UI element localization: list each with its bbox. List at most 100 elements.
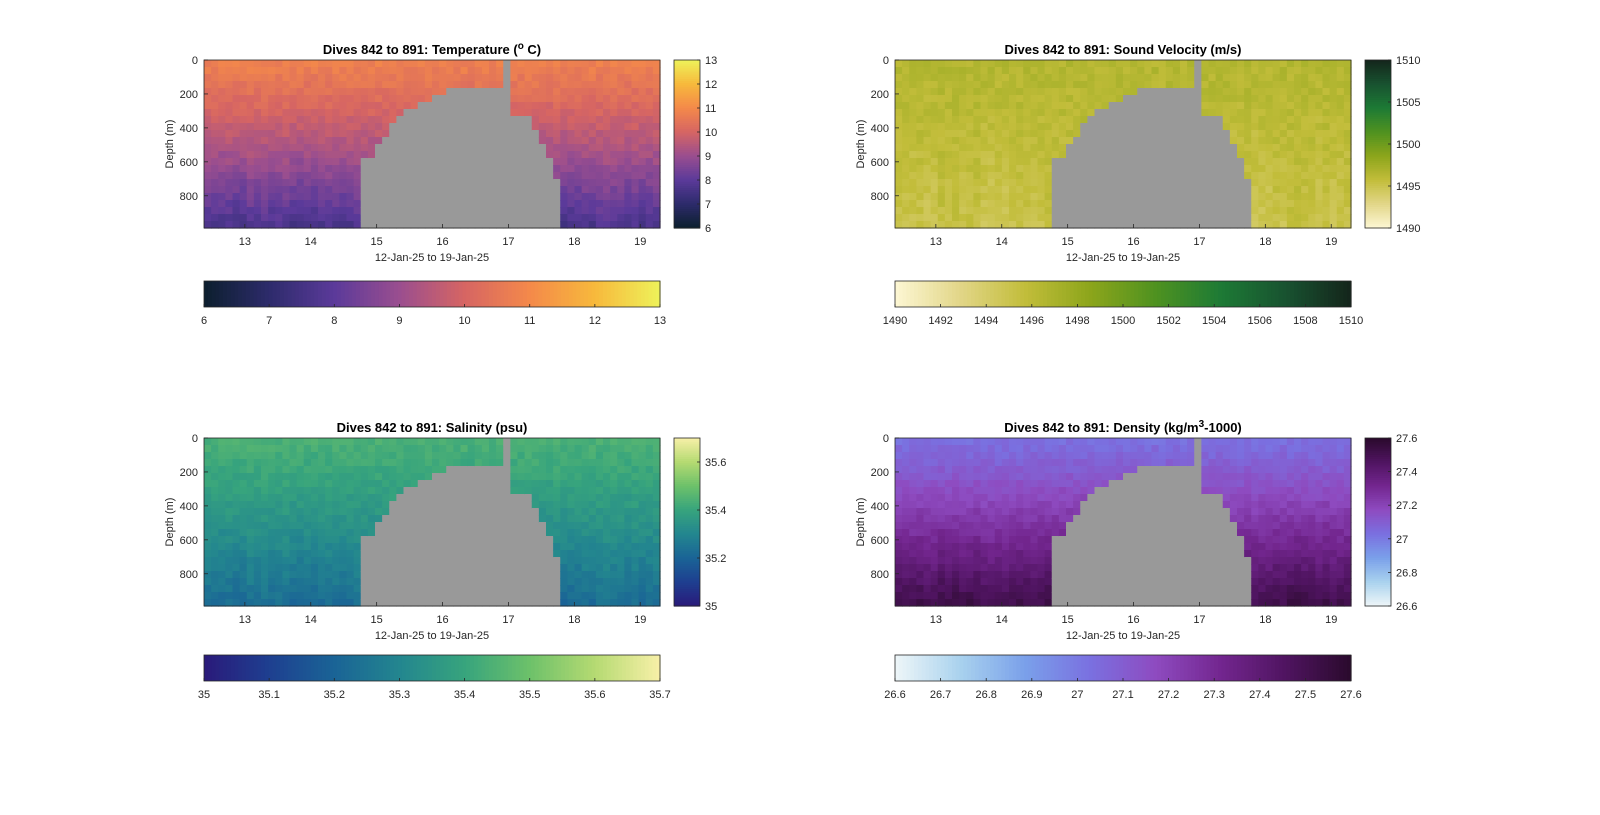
- heatmap-cell: [360, 557, 369, 565]
- heatmap-cell: [531, 452, 540, 460]
- heatmap-cell: [360, 123, 369, 131]
- colorbar-swatch: [302, 281, 308, 307]
- heatmap-cell: [952, 179, 960, 187]
- heatmap-cell: [424, 207, 433, 215]
- heatmap-cell: [375, 438, 383, 446]
- heatmap-cell: [902, 81, 910, 89]
- heatmap-cell: [489, 102, 497, 110]
- heatmap-cell: [460, 207, 469, 215]
- heatmap-cell: [1144, 102, 1153, 110]
- heatmap-cell: [895, 109, 903, 117]
- heatmap-cell: [1123, 102, 1131, 110]
- heatmap-cell: [617, 459, 625, 467]
- heatmap-cell: [446, 508, 454, 516]
- heatmap-cell: [303, 60, 312, 68]
- heatmap-cell: [310, 144, 319, 152]
- heatmap-cell: [581, 557, 590, 565]
- heatmap-cell: [610, 515, 618, 523]
- heatmap-cell: [510, 102, 519, 110]
- heatmap-cell: [1208, 74, 1217, 82]
- heatmap-cell: [225, 179, 234, 187]
- heatmap-cell: [538, 88, 547, 96]
- heatmap-cell: [1158, 144, 1167, 152]
- heatmap-cell: [624, 515, 633, 523]
- heatmap-cell: [503, 536, 511, 544]
- heatmap-cell: [588, 438, 597, 446]
- heatmap-cell: [460, 158, 469, 166]
- heatmap-cell: [1251, 165, 1259, 173]
- heatmap-cell: [1158, 116, 1167, 124]
- heatmap-cell: [1208, 221, 1217, 229]
- heatmap-cell: [1151, 95, 1160, 103]
- heatmap-cell: [410, 592, 419, 600]
- heatmap-cell: [432, 515, 440, 523]
- heatmap-cell: [1315, 200, 1324, 208]
- heatmap-cell: [382, 165, 390, 173]
- heatmap-cell: [460, 193, 469, 201]
- heatmap-cell: [1343, 109, 1352, 117]
- heatmap-cell: [318, 480, 326, 488]
- heatmap-cell: [581, 473, 590, 481]
- heatmap-cell: [303, 186, 312, 194]
- heatmap-cell: [1094, 95, 1103, 103]
- heatmap-cell: [638, 158, 647, 166]
- heatmap-cell: [538, 158, 547, 166]
- heatmap-cell: [1108, 144, 1117, 152]
- heatmap-cell: [610, 592, 618, 600]
- heatmap-cell: [211, 130, 219, 138]
- heatmap-cell: [246, 60, 255, 68]
- heatmap-cell: [1058, 207, 1067, 215]
- colorbar-swatch: [1365, 152, 1391, 156]
- colorbar-swatch: [1275, 281, 1280, 307]
- heatmap-cell: [617, 221, 625, 229]
- colorbar-swatch: [1365, 72, 1391, 76]
- heatmap-cell: [382, 487, 390, 495]
- heatmap-cell: [367, 207, 376, 215]
- heatmap-cell: [318, 564, 326, 572]
- heatmap-cell: [916, 151, 925, 159]
- heatmap-cell: [268, 151, 276, 159]
- heatmap-cell: [923, 67, 932, 75]
- heatmap-cell: [638, 193, 647, 201]
- colorbar-swatch: [496, 281, 501, 307]
- heatmap-cell: [1251, 193, 1259, 201]
- heatmap-cell: [296, 158, 305, 166]
- heatmap-cell: [617, 550, 625, 558]
- colorbar-swatch: [549, 281, 555, 307]
- heatmap-cell: [1044, 151, 1053, 159]
- heatmap-cell: [1108, 158, 1117, 166]
- heatmap-cell: [1187, 123, 1195, 131]
- heatmap-cell: [510, 81, 519, 89]
- colorbar-swatch: [454, 281, 460, 307]
- heatmap-cell: [546, 193, 554, 201]
- heatmap-cell: [460, 585, 469, 593]
- heatmap-cell: [1294, 207, 1302, 215]
- heatmap-cell: [481, 60, 490, 68]
- heatmap-cell: [339, 200, 348, 208]
- heatmap-cell: [389, 452, 397, 460]
- heatmap-cell: [346, 585, 355, 593]
- heatmap-cell: [1151, 102, 1160, 110]
- colorbar-swatch: [1248, 281, 1253, 307]
- heatmap-cell: [467, 508, 476, 516]
- heatmap-cell: [973, 186, 982, 194]
- heatmap-cell: [204, 179, 212, 187]
- heatmap-cell: [994, 172, 1003, 180]
- heatmap-cell: [1001, 67, 1010, 75]
- heatmap-cell: [453, 95, 462, 103]
- heatmap-cell: [1130, 123, 1138, 131]
- heatmap-cell: [239, 515, 248, 523]
- heatmap-cell: [332, 214, 340, 222]
- heatmap-cell: [617, 60, 625, 68]
- heatmap-cell: [603, 165, 611, 173]
- heatmap-cell: [503, 585, 511, 593]
- heatmap-cell: [339, 221, 348, 229]
- heatmap-cell: [524, 193, 533, 201]
- heatmap-cell: [282, 109, 291, 117]
- heatmap-cell: [325, 193, 333, 201]
- heatmap-cell: [261, 452, 269, 460]
- heatmap-cell: [225, 445, 234, 453]
- heatmap-cell: [1023, 186, 1031, 194]
- heatmap-cell: [652, 165, 661, 173]
- heatmap-cell: [410, 445, 419, 453]
